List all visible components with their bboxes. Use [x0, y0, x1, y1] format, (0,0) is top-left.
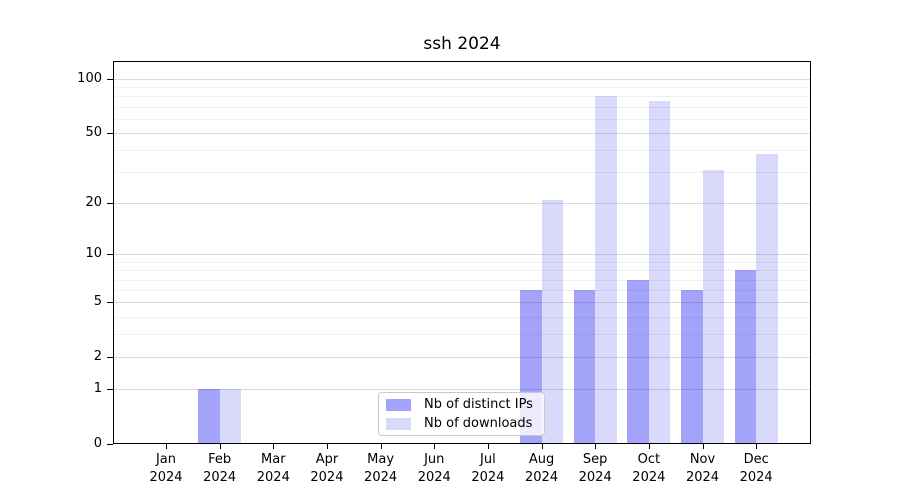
- x-axis-tick-label-oct: Oct 2024: [632, 452, 666, 485]
- x-axis-tick-mark: [273, 444, 275, 449]
- x-axis-tick-mark: [541, 444, 543, 449]
- y-axis-tick-mark: [107, 302, 113, 304]
- bar-downloads-nov: [702, 169, 724, 443]
- minor-gridline-6: [114, 290, 810, 292]
- y-axis-tick-label-5: 5: [93, 294, 102, 310]
- minor-gridline-90: [114, 87, 810, 89]
- x-axis-tick-label-sep: Sep 2024: [578, 452, 612, 485]
- minor-gridline-7: [114, 279, 810, 281]
- minor-gridline-3: [114, 334, 810, 336]
- x-axis-tick-mark: [595, 444, 597, 449]
- legend-label-downloads: Nb of downloads: [424, 416, 533, 431]
- minor-gridline-80: [114, 96, 810, 98]
- minor-gridline-30: [114, 172, 810, 174]
- y-axis-tick-mark: [107, 79, 113, 80]
- x-axis-tick-label-nov: Nov 2024: [685, 452, 720, 485]
- major-gridline-1: [114, 389, 810, 391]
- bar-distinct-ips-dec: [734, 270, 757, 443]
- y-axis-tick-label-1: 1: [93, 381, 102, 397]
- minor-gridline-8: [114, 270, 810, 272]
- x-axis-tick-mark: [326, 444, 328, 449]
- y-axis-tick-label-50: 50: [85, 125, 102, 141]
- bar-distinct-ips-feb: [198, 389, 220, 443]
- x-axis-tick-mark: [166, 444, 167, 449]
- x-axis-tick-mark: [756, 444, 758, 449]
- bar-downloads-feb: [219, 389, 242, 443]
- minor-gridline-70: [114, 106, 810, 108]
- major-gridline-50: [114, 133, 810, 135]
- x-axis-tick-label-mar: Mar 2024: [256, 452, 290, 485]
- x-axis-tick-label-aug: Aug 2024: [525, 452, 559, 485]
- major-gridline-100: [114, 79, 810, 80]
- legend: Nb of distinct IPs Nb of downloads: [378, 392, 545, 436]
- major-gridline-2: [114, 357, 810, 359]
- x-axis-tick-mark: [380, 444, 382, 449]
- chart-title: ssh 2024: [423, 34, 501, 54]
- bar-downloads-oct: [648, 101, 671, 443]
- bar-distinct-ips-nov: [681, 290, 703, 443]
- bar-distinct-ips-oct: [627, 279, 649, 443]
- y-axis-tick-mark: [107, 357, 113, 359]
- x-axis-tick-mark: [648, 444, 650, 449]
- legend-item-downloads: Nb of downloads: [386, 416, 544, 431]
- legend-item-distinct-ips: Nb of distinct IPs: [386, 397, 544, 412]
- x-axis-tick-label-feb: Feb 2024: [203, 452, 237, 485]
- major-gridline-10: [114, 254, 810, 256]
- y-axis-tick-label-100: 100: [77, 71, 102, 86]
- x-axis-tick-label-apr: Apr 2024: [310, 452, 344, 485]
- y-axis-tick-label-2: 2: [93, 349, 102, 365]
- legend-swatch-downloads-icon: [386, 417, 411, 430]
- minor-gridline-4: [114, 316, 810, 318]
- bar-downloads-aug: [541, 199, 564, 443]
- legend-swatch-distinct-ips-icon: [386, 398, 411, 411]
- plot-area: [113, 61, 811, 444]
- major-gridline-5: [114, 302, 810, 304]
- y-axis-tick-mark: [107, 203, 113, 205]
- x-axis-tick-label-jul: Jul 2024: [471, 452, 505, 485]
- minor-gridline-9: [114, 261, 810, 263]
- y-axis-tick-label-20: 20: [85, 195, 102, 211]
- x-axis-tick-label-jan: Jan 2024: [149, 452, 183, 485]
- bar-downloads-sep: [595, 96, 617, 443]
- bar-downloads-dec: [756, 154, 778, 443]
- y-axis-tick-label-0: 0: [93, 436, 102, 451]
- y-axis-tick-mark: [107, 133, 113, 135]
- x-axis-tick-mark: [219, 444, 221, 449]
- y-axis-tick-mark: [107, 444, 113, 445]
- bar-distinct-ips-sep: [573, 290, 596, 443]
- legend-label-distinct-ips: Nb of distinct IPs: [424, 397, 533, 412]
- major-gridline-20: [114, 203, 810, 205]
- x-axis-tick-label-jun: Jun 2024: [417, 452, 451, 485]
- x-axis-tick-label-may: May 2024: [364, 452, 398, 485]
- x-axis-tick-label-dec: Dec 2024: [739, 452, 773, 485]
- x-axis-tick-mark: [702, 444, 704, 449]
- x-axis-tick-mark: [487, 444, 489, 449]
- y-axis-tick-label-10: 10: [85, 246, 102, 262]
- x-axis-tick-mark: [434, 444, 436, 449]
- minor-gridline-60: [114, 118, 810, 120]
- y-axis-tick-mark: [107, 389, 113, 391]
- minor-gridline-40: [114, 150, 810, 152]
- y-axis-tick-mark: [107, 254, 113, 256]
